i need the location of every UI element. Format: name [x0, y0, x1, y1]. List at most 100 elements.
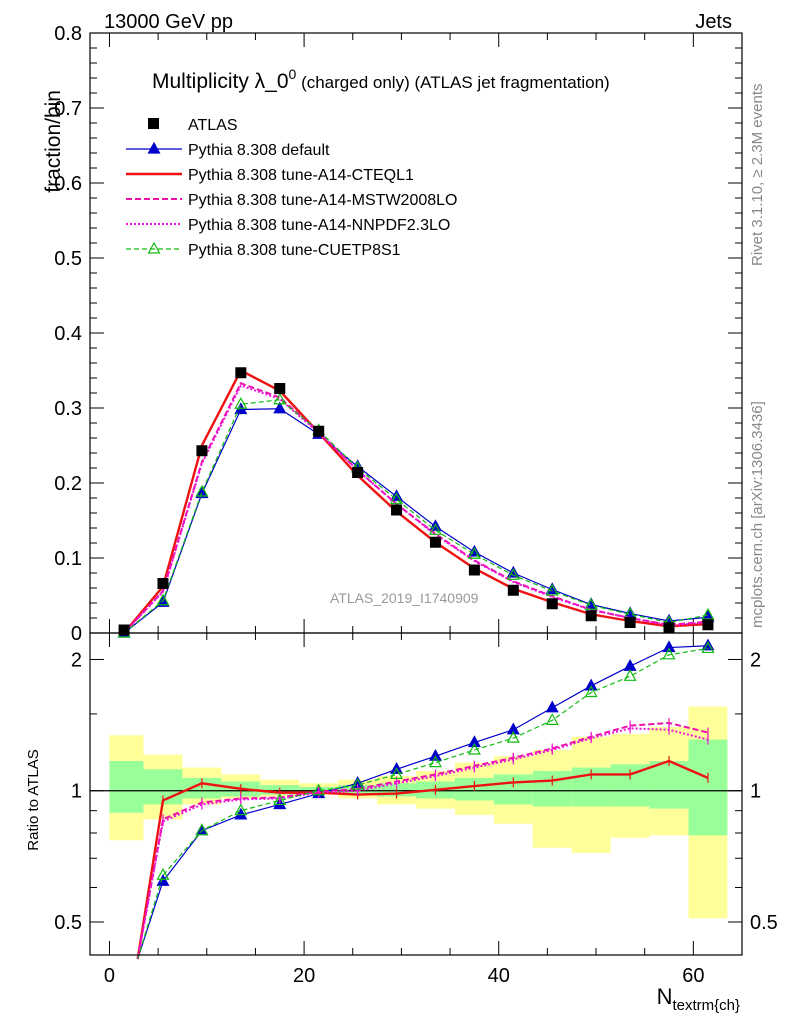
- ratio-point-default: [545, 700, 559, 713]
- main-point-cuetp8s1: [545, 583, 559, 596]
- main-point-default: [273, 401, 287, 414]
- ratio-y-tick-label-right: 0.5: [750, 912, 778, 934]
- ratio-point-default: [428, 748, 442, 761]
- main-point-default: [195, 486, 209, 499]
- ratio-point-cuetp8s1: [545, 713, 559, 725]
- main-point-atlas: [196, 445, 208, 457]
- ratio-curves: [136, 638, 715, 960]
- ratio-band-green: [688, 739, 728, 836]
- main-point-default: [390, 489, 404, 502]
- main-panel: 0 0.1 0.2 0.3 0.4 0.5 0.6 0.7 0.8 fraction/bin A…: [42, 23, 743, 645]
- legend-marker-default: [147, 141, 161, 154]
- ratio-point-default: [623, 658, 637, 671]
- main-point-atlas: [507, 584, 519, 596]
- main-point-atlas: [313, 425, 325, 437]
- x-tick-label: 40: [488, 965, 510, 987]
- main-point-atlas: [235, 367, 247, 379]
- ratio-y-tick-label: 2: [71, 649, 82, 671]
- side-label-mcplots: mcplots.cern.ch [arXiv:1306.3436]: [749, 401, 766, 628]
- main-point-atlas: [663, 622, 675, 634]
- main-line-cuetp8s1: [123, 399, 709, 634]
- main-point-cuetp8s1: [467, 547, 481, 559]
- main-y-tick-label: 0.1: [54, 548, 82, 570]
- ratio-band-green: [649, 760, 689, 809]
- analysis-id-label: ATLAS_2019_I1740909: [330, 590, 479, 606]
- ratio-point-default: [584, 678, 598, 691]
- main-point-cuetp8s1: [701, 607, 715, 620]
- ratio-y-tick-label-right: 2: [750, 649, 761, 671]
- main-point-atlas: [274, 383, 286, 394]
- header-left-label: 13000 GeV pp: [104, 11, 233, 33]
- main-point-atlas: [585, 610, 597, 622]
- main-y-tick-label: 0.7: [54, 98, 82, 120]
- ratio-point-default: [662, 640, 676, 653]
- ratio-y-tick-label: 1: [71, 781, 82, 803]
- ratio-point-cuetp8s1: [467, 742, 481, 755]
- plot-title-rest: (charged only) (ATLAS jet fragmentation): [296, 73, 609, 92]
- ratio-point-cuetp8s1: [584, 685, 598, 698]
- main-point-cuetp8s1: [390, 492, 404, 505]
- main-point-atlas: [702, 619, 714, 631]
- ratio-point-cuetp8s1: [273, 793, 287, 806]
- main-point-cuetp8s1: [156, 593, 170, 606]
- ratio-axis-ticks: 0.5 0.51 12 20 20 40 60: [54, 633, 778, 987]
- x-tick-label: 0: [104, 965, 115, 987]
- main-point-cuetp8s1: [584, 598, 598, 610]
- ratio-point-cuetp8s1: [701, 641, 715, 654]
- main-point-cuetp8s1: [428, 523, 442, 535]
- ratio-point-cuetp8s1: [506, 730, 520, 743]
- ratio-uncertainty-bands: [90, 706, 742, 919]
- ratio-point-default: [273, 797, 287, 810]
- main-y-tick-label: 0.6: [54, 173, 82, 195]
- main-y-tick-label: 0.4: [54, 323, 82, 345]
- ratio-point-cuetp8s1: [312, 783, 326, 796]
- ratio-plot-frame: [89, 632, 743, 956]
- ratio-point-cuetp8s1: [351, 777, 365, 790]
- ratio-point-cuetp8s1: [428, 755, 442, 768]
- main-point-atlas: [352, 467, 364, 478]
- ratio-point-default: [506, 722, 520, 735]
- ratio-band-green: [109, 760, 144, 813]
- ratio-line-mstw: [136, 721, 709, 960]
- main-line-nnpdf: [123, 384, 709, 634]
- ratio-y-tick-label: 0.5: [54, 912, 82, 934]
- ratio-y-tick-label-right: 1: [750, 781, 761, 803]
- main-point-atlas: [391, 504, 403, 516]
- ratio-point-cuetp8s1: [195, 823, 209, 836]
- legend-label-atlas: ATLAS: [188, 117, 238, 134]
- main-line-cteql1: [123, 368, 709, 634]
- legend-label-cuetp8s1: Pythia 8.308 tune-CUETP8S1: [188, 242, 401, 259]
- main-line-default: [123, 408, 708, 634]
- main-y-tick-label: 0.3: [54, 398, 82, 420]
- side-label-rivet: Rivet 3.1.10, ≥ 2.3M events: [749, 84, 766, 267]
- ratio-panel: 0.5 0.51 12 20 20 40 60 Ratio to ATLAS Ntextrm…: [25, 632, 778, 1014]
- ratio-line-default: [137, 645, 708, 960]
- ratio-point-cuetp8s1: [623, 669, 637, 681]
- ratio-point-cuetp8s1: [390, 767, 404, 780]
- main-y-tick-label: 0: [71, 623, 82, 645]
- legend-marker-cuetp8s1: [147, 241, 161, 254]
- plot-title-main: Multiplicity λ_0: [152, 70, 289, 93]
- legend-label-mstw: Pythia 8.308 tune-A14-MSTW2008LO: [188, 192, 457, 209]
- legend-label-cteql1: Pythia 8.308 tune-A14-CTEQL1: [188, 167, 414, 184]
- main-point-atlas: [624, 617, 636, 628]
- x-axis-label: Ntextrm{ch}: [657, 984, 740, 1014]
- main-curves: [117, 367, 715, 638]
- main-y-axis-label: fraction/bin: [42, 90, 65, 193]
- main-point-cuetp8s1: [506, 568, 520, 580]
- legend-label-default: Pythia 8.308 default: [188, 142, 330, 159]
- legend: ATLAS Pythia 8.308 default Pythia 8.308 tu…: [126, 117, 457, 259]
- ratio-point-cuetp8s1: [156, 867, 170, 880]
- main-point-atlas: [546, 598, 558, 610]
- x-tick-label: 60: [682, 965, 704, 987]
- main-point-atlas: [429, 536, 441, 548]
- main-point-cuetp8s1: [195, 484, 209, 497]
- main-point-atlas: [157, 578, 169, 589]
- ratio-y-axis-label: Ratio to ATLAS: [25, 749, 42, 850]
- main-y-tick-label: 0.5: [54, 248, 82, 270]
- header-right-label: Jets: [695, 11, 732, 33]
- plot-title: Multiplicity λ_00 (charged only) (ATLAS …: [152, 66, 610, 93]
- main-y-tick-label: 0.8: [54, 23, 82, 45]
- main-y-tick-label: 0.2: [54, 473, 82, 495]
